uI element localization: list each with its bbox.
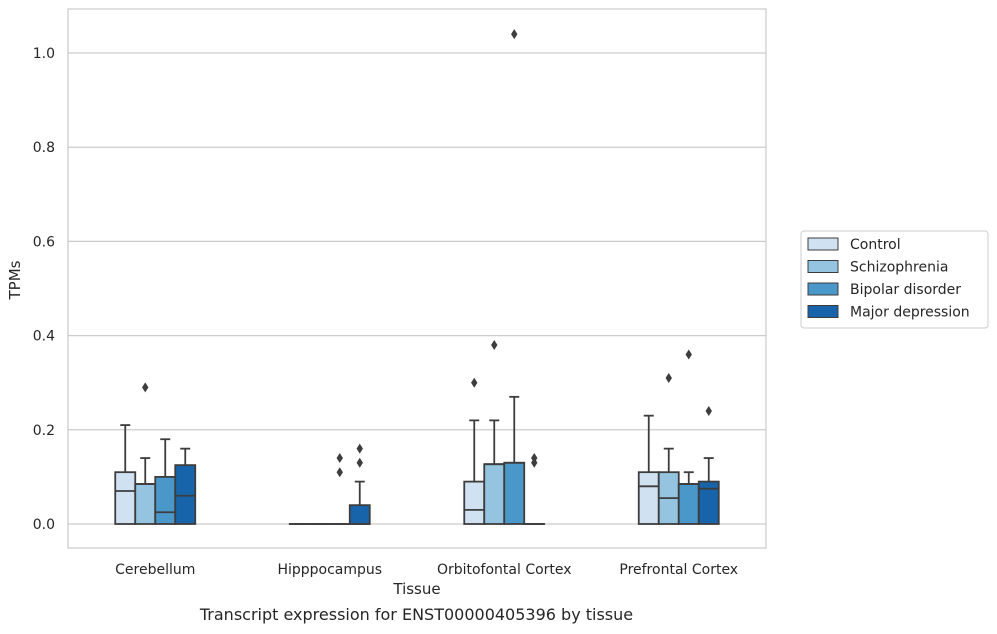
outlier-point <box>142 382 149 393</box>
x-tick-label: Cerebellum <box>115 562 195 578</box>
legend-label: Major depression <box>850 305 970 321</box>
x-axis-label: Tissue <box>392 580 440 598</box>
x-tick-label: Orbitofontal Cortex <box>437 562 572 578</box>
legend: Control Schizophrenia Bipolar disorder Majo… <box>800 230 989 329</box>
box <box>348 504 371 525</box>
box <box>114 471 137 525</box>
box <box>483 463 506 525</box>
box <box>174 464 197 525</box>
box <box>697 480 720 525</box>
legend-label: Control <box>850 237 901 253</box>
legend-label: Bipolar disorder <box>850 282 961 298</box>
y-tick-label: 0.4 <box>33 329 55 345</box>
plot-area <box>68 9 766 548</box>
box-schizophrenia <box>483 340 506 525</box>
outlier-point <box>336 467 343 478</box>
box <box>463 480 486 525</box>
outlier-point <box>471 377 478 388</box>
outlier-point <box>511 29 518 40</box>
box-major-depression <box>348 443 371 525</box>
legend-frame <box>800 230 989 329</box>
outlier-point <box>356 457 363 468</box>
x-tick-label: Prefrontal Cortex <box>619 562 738 578</box>
legend-swatch <box>807 282 839 296</box>
y-axis-label: TPMs <box>6 260 24 300</box>
box-bipolar-disorder <box>677 349 700 525</box>
legend-swatch <box>807 237 839 251</box>
y-tick-label: 0.8 <box>33 140 55 156</box>
outlier-point <box>705 405 712 416</box>
figure-caption: Transcript expression for ENST0000040539… <box>199 605 634 624</box>
y-tick-label: 0.6 <box>33 234 55 250</box>
plot-frame <box>67 8 767 549</box>
box <box>637 471 660 525</box>
legend-label: Schizophrenia <box>850 260 948 276</box>
box-groups <box>114 29 720 525</box>
y-tick-labels: 0.0 0.2 0.4 0.6 0.8 1.0 <box>33 46 55 533</box>
box-major-depression <box>697 405 720 525</box>
outlier-point <box>685 349 692 360</box>
box-schizophrenia <box>657 372 680 525</box>
outlier-point <box>531 453 538 464</box>
box <box>503 461 526 525</box>
box-bipolar-disorder <box>503 29 526 525</box>
box <box>154 475 177 525</box>
box <box>134 483 157 525</box>
y-tick-label: 0.0 <box>33 517 55 533</box>
y-tick-label: 0.2 <box>33 423 55 439</box>
box <box>677 483 700 525</box>
outlier-point <box>336 453 343 464</box>
x-tick-label: Hipppocampus <box>277 562 382 578</box>
outlier-point <box>356 443 363 454</box>
outlier-point <box>665 372 672 383</box>
box-major-depression <box>174 447 197 525</box>
x-tick-labels: Cerebellum Hipppocampus Orbitofontal Corte… <box>115 562 738 578</box>
y-tick-label: 1.0 <box>33 46 55 62</box>
box-major-depression <box>523 453 546 525</box>
box-control <box>463 377 486 525</box>
outlier-point <box>491 340 498 351</box>
legend-swatch <box>807 260 839 273</box>
legend-swatch <box>807 305 839 318</box>
